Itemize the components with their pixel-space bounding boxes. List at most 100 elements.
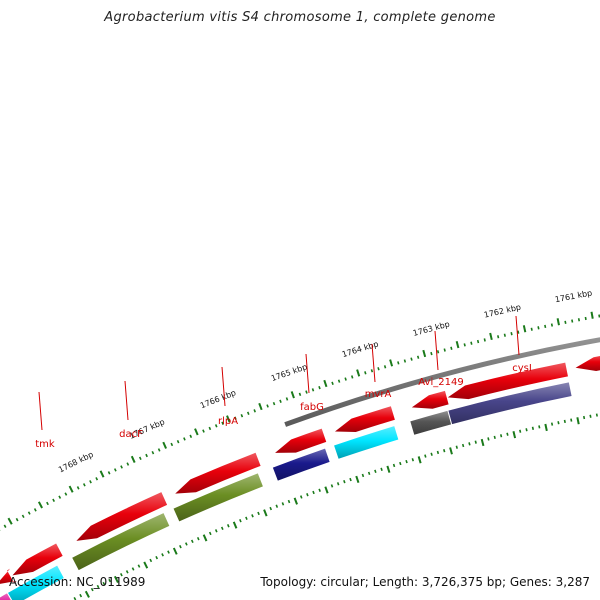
cog-band-tmk bbox=[8, 565, 64, 600]
outer-minor-tick bbox=[476, 339, 480, 344]
outer-minor-tick bbox=[58, 495, 62, 499]
outer-minor-tick bbox=[517, 330, 520, 334]
outer-minor-tick bbox=[46, 501, 49, 506]
outer-minor-tick bbox=[214, 424, 218, 428]
outer-minor-tick bbox=[3, 524, 7, 528]
gene-label-rlpA: rlpA bbox=[218, 416, 238, 427]
inner-major-tick bbox=[544, 423, 548, 432]
outer-minor-tick bbox=[430, 351, 433, 356]
outer-minor-tick bbox=[285, 397, 289, 401]
outer-minor-tick bbox=[383, 365, 387, 369]
outer-minor-tick bbox=[397, 361, 400, 365]
outer-minor-tick bbox=[436, 350, 440, 354]
inner-minor-tick bbox=[155, 555, 159, 560]
outer-minor-tick bbox=[266, 404, 269, 408]
outer-major-tick bbox=[226, 415, 231, 423]
cds-arrow-cysI bbox=[447, 362, 568, 400]
cds-arrow-dacF bbox=[76, 492, 168, 541]
inner-tick-ring bbox=[73, 413, 598, 600]
inner-minor-tick bbox=[487, 437, 490, 441]
inner-minor-tick bbox=[220, 526, 224, 530]
inner-minor-tick bbox=[251, 514, 254, 518]
outer-minor-tick bbox=[176, 439, 180, 444]
inner-minor-tick bbox=[405, 459, 408, 464]
outer-minor-tick bbox=[410, 357, 413, 361]
inner-minor-tick bbox=[102, 581, 106, 586]
outer-minor-tick bbox=[305, 390, 308, 394]
outer-minor-tick bbox=[470, 341, 473, 345]
outer-major-tick bbox=[489, 332, 493, 341]
outer-minor-tick bbox=[377, 367, 380, 371]
outer-major-tick bbox=[356, 369, 361, 377]
outer-minor-tick bbox=[416, 355, 420, 359]
inner-minor-tick bbox=[493, 435, 496, 439]
outer-minor-tick bbox=[27, 511, 31, 515]
outer-major-tick bbox=[37, 501, 43, 509]
inner-minor-tick bbox=[226, 524, 230, 528]
inner-major-tick bbox=[113, 575, 119, 584]
inner-minor-tick bbox=[190, 539, 194, 544]
outer-minor-tick bbox=[126, 462, 130, 466]
outer-minor-tick bbox=[64, 492, 68, 496]
cog-band-cysI bbox=[448, 382, 572, 425]
outer-major-tick bbox=[389, 359, 394, 367]
inner-minor-tick bbox=[563, 419, 566, 424]
inner-minor-tick bbox=[306, 493, 309, 497]
inner-minor-tick bbox=[436, 450, 440, 455]
outer-major-tick bbox=[290, 391, 295, 399]
outer-minor-tick bbox=[246, 411, 250, 415]
gene-label-mvrA: mvrA bbox=[365, 389, 392, 400]
inner-minor-tick bbox=[185, 542, 188, 546]
gene-label-dacF: dacF bbox=[119, 429, 143, 440]
inner-minor-tick bbox=[570, 418, 573, 422]
outer-minor-tick bbox=[584, 316, 587, 321]
outer-minor-tick bbox=[450, 346, 453, 350]
inner-major-tick bbox=[576, 417, 580, 425]
inner-major-tick bbox=[386, 465, 391, 473]
outer-minor-tick bbox=[272, 401, 276, 406]
inner-minor-tick bbox=[96, 584, 100, 589]
outer-minor-tick bbox=[145, 453, 148, 458]
scale-label: 1768 kbp bbox=[57, 450, 95, 475]
inner-major-tick bbox=[449, 447, 453, 455]
inner-minor-tick bbox=[455, 445, 458, 449]
leader-line-fabG bbox=[305, 353, 310, 394]
outer-minor-tick bbox=[571, 319, 574, 323]
outer-major-tick bbox=[162, 441, 167, 449]
cds-layer bbox=[0, 356, 600, 584]
inner-major-tick bbox=[417, 456, 422, 464]
inner-major-tick bbox=[84, 590, 90, 598]
cds-arrow-tmk bbox=[12, 543, 63, 576]
leader-line-tmk bbox=[38, 391, 43, 431]
inner-major-tick bbox=[232, 521, 238, 529]
gene-label-Avi_2149: Avi_2149 bbox=[418, 377, 463, 388]
leader-line-rlpA bbox=[221, 366, 226, 407]
cds-arrow-rlpA bbox=[175, 452, 261, 494]
inner-minor-tick bbox=[519, 429, 522, 433]
inner-minor-tick bbox=[245, 516, 248, 520]
cog-band-rlpA bbox=[173, 473, 263, 522]
outer-minor-tick bbox=[240, 414, 244, 418]
inner-minor-tick bbox=[269, 506, 272, 511]
inner-minor-tick bbox=[167, 550, 170, 554]
inner-minor-tick bbox=[343, 479, 346, 484]
inner-minor-tick bbox=[550, 422, 554, 426]
inner-minor-tick bbox=[411, 458, 415, 462]
outer-minor-tick bbox=[577, 318, 581, 322]
outer-minor-tick bbox=[503, 333, 506, 337]
inner-minor-tick bbox=[318, 488, 321, 492]
inner-minor-tick bbox=[349, 477, 352, 482]
inner-major-tick bbox=[172, 547, 178, 555]
outer-minor-tick bbox=[21, 514, 25, 519]
outer-minor-tick bbox=[221, 421, 224, 425]
outer-minor-tick bbox=[234, 416, 237, 420]
outer-major-tick bbox=[455, 340, 460, 349]
outer-major-tick bbox=[556, 318, 560, 326]
outer-major-tick bbox=[422, 349, 427, 358]
outer-minor-tick bbox=[151, 450, 155, 455]
scale-label: 1766 kbp bbox=[199, 388, 237, 410]
outer-minor-tick bbox=[443, 348, 446, 352]
inner-minor-tick bbox=[108, 578, 112, 583]
